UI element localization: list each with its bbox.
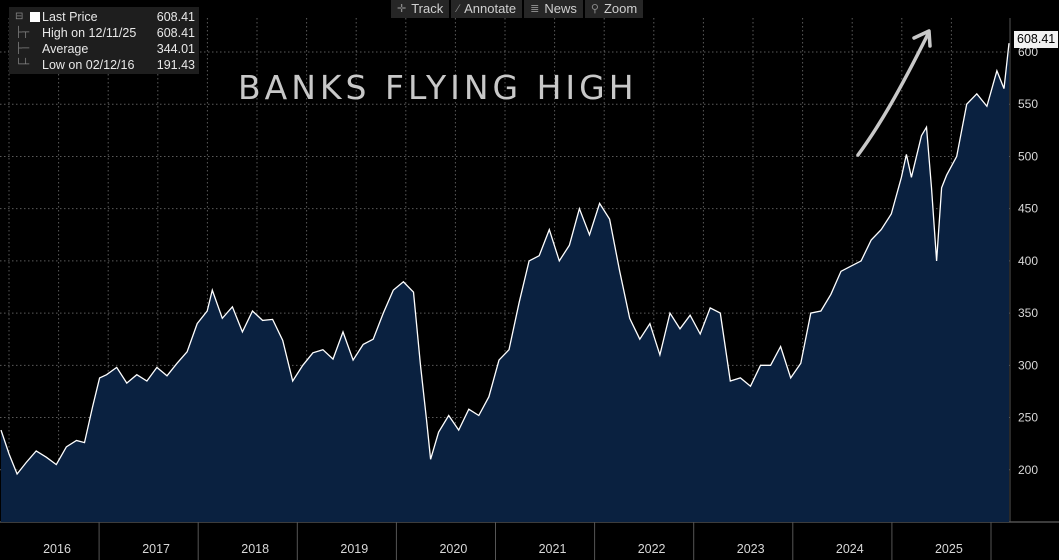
legend-row-high: ├┬ High on 12/11/25 608.41 xyxy=(9,25,199,41)
legend-label: Low on 02/12/16 xyxy=(42,58,135,72)
legend-value: 608.41 xyxy=(156,10,195,24)
crosshair-icon: ✛ xyxy=(397,3,407,15)
legend-label: Last Price xyxy=(42,10,98,24)
pencil-icon: ∕ xyxy=(457,3,460,15)
chart-toolbar: ✛ Track ∕ Annotate ≣ News ⚲ Zoom xyxy=(391,0,644,18)
x-tick-label: 2025 xyxy=(935,542,963,556)
zoom-button[interactable]: ⚲ Zoom xyxy=(584,0,644,18)
series-line xyxy=(0,43,1010,476)
legend-row-average: ├─ Average 344.01 xyxy=(9,41,199,57)
x-tick-label: 2018 xyxy=(241,542,269,556)
zoom-label: Zoom xyxy=(603,1,638,16)
news-icon: ≣ xyxy=(530,3,540,15)
tree-end-icon: └┴ xyxy=(15,59,30,70)
y-tick-label: 600 xyxy=(1018,45,1038,59)
y-tick-label: 350 xyxy=(1018,306,1038,320)
y-tick-label: 400 xyxy=(1018,254,1038,268)
track-label: Track xyxy=(411,1,444,16)
collapse-icon[interactable]: ⊟ xyxy=(15,11,24,22)
y-tick-label: 550 xyxy=(1018,97,1038,111)
hand-drawn-arrow-icon xyxy=(856,29,932,157)
legend-label: Average xyxy=(42,42,89,56)
x-tick-label: 2017 xyxy=(142,542,170,556)
legend-value: 344.01 xyxy=(156,42,195,56)
white-square-icon xyxy=(30,12,40,22)
legend-row-low: └┴ Low on 02/12/16 191.43 xyxy=(9,57,199,73)
last-price-tag: 608.41 xyxy=(1014,31,1059,48)
tree-branch-icon: ├┬ xyxy=(15,27,30,38)
y-axis-labels: 200 250 300 350 400 450 500 550 600 xyxy=(1018,45,1038,477)
legend-panel: ⊟ Last Price 608.41 ├┬ High on 12/11/25 … xyxy=(9,7,199,74)
y-tick-label: 300 xyxy=(1018,358,1038,372)
x-tick-label: 2022 xyxy=(638,542,666,556)
annotate-label: Annotate xyxy=(464,1,517,16)
x-tick-label: 2024 xyxy=(836,542,864,556)
x-tick-label: 2021 xyxy=(539,542,567,556)
x-axis-labels: 2016 2017 2018 2019 2020 2021 2022 2023 2024 2025 xyxy=(43,542,963,556)
news-button[interactable]: ≣ News xyxy=(524,0,583,18)
y-tick-label: 200 xyxy=(1018,463,1038,477)
tree-dash-icon: ├─ xyxy=(15,43,30,54)
legend-value: 608.41 xyxy=(156,26,195,40)
legend-value: 191.43 xyxy=(156,58,195,72)
x-tick-label: 2019 xyxy=(340,542,368,556)
x-tick-label: 2016 xyxy=(43,542,71,556)
magnifier-icon: ⚲ xyxy=(590,3,599,15)
x-tick-label: 2023 xyxy=(737,542,765,556)
y-tick-label: 450 xyxy=(1018,202,1038,216)
news-label: News xyxy=(544,1,577,16)
y-tick-label: 250 xyxy=(1018,411,1038,425)
legend-row-last-price[interactable]: ⊟ Last Price 608.41 xyxy=(9,9,199,25)
track-button[interactable]: ✛ Track xyxy=(391,0,450,18)
y-tick-label: 500 xyxy=(1018,149,1038,163)
x-tick-label: 2020 xyxy=(439,542,467,556)
series-area xyxy=(1,43,1009,522)
annotate-button[interactable]: ∕ Annotate xyxy=(451,0,523,18)
annotation-text: BANKS FLYING HIGH xyxy=(238,68,638,107)
legend-label: High on 12/11/25 xyxy=(42,26,137,40)
